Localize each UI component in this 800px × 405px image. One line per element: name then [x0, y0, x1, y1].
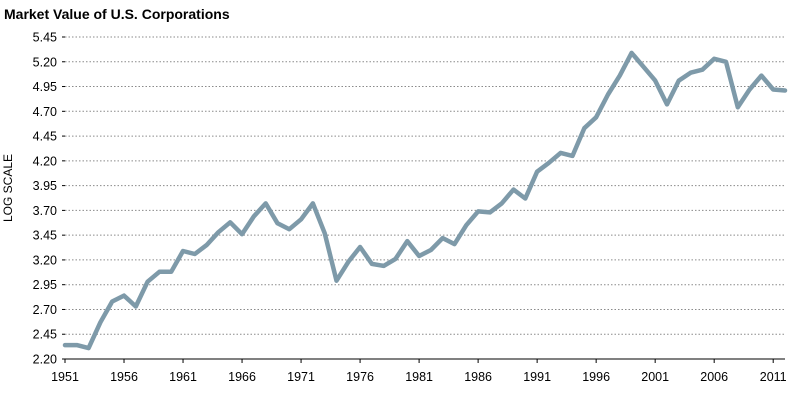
y-tick-label: 4.70: [33, 105, 57, 119]
series-line: [62, 50, 788, 351]
x-tick-label: 1971: [287, 370, 315, 384]
x-tick-label: 1966: [228, 370, 256, 384]
axes: [62, 36, 785, 363]
x-tick-label: 1951: [51, 370, 79, 384]
y-tick-label: 5.20: [33, 55, 57, 69]
y-tick-label: 2.45: [33, 328, 57, 342]
x-tick-label: 1981: [405, 370, 433, 384]
y-tick-label: 3.20: [33, 253, 57, 267]
y-tick-label: 5.45: [33, 31, 57, 45]
x-tick-label: 1996: [582, 370, 610, 384]
y-tick-label: 2.95: [33, 278, 57, 292]
y-axis-label: LOG SCALE: [1, 154, 15, 222]
y-tick-label: 4.20: [33, 154, 57, 168]
x-tick-label: 2001: [641, 370, 669, 384]
x-tick-label: 1961: [169, 370, 197, 384]
y-tick-label: 3.70: [33, 204, 57, 218]
y-tick-label: 4.95: [33, 80, 57, 94]
x-tick-labels: 1951 1956 1961 1966 1971 1976 1981 1986 1991 1996…: [51, 370, 787, 384]
x-tick-label: 1991: [523, 370, 551, 384]
y-tick-label: 3.45: [33, 229, 57, 243]
y-tick-labels: 2.20 2.45 2.70 2.95 3.20 3.45 3.70 3.95 4.20 4.45…: [33, 31, 57, 367]
x-tick-label: 2006: [700, 370, 728, 384]
y-tick-label: 2.20: [33, 353, 57, 367]
y-tick-label: 4.45: [33, 130, 57, 144]
x-tick-label: 1986: [464, 370, 492, 384]
series: [62, 50, 788, 351]
y-tick-label: 3.95: [33, 179, 57, 193]
x-tick-label: 1976: [346, 370, 374, 384]
gridlines: [65, 36, 785, 335]
x-tick-label: 1956: [110, 370, 138, 384]
y-tick-label: 2.70: [33, 303, 57, 317]
x-tick-label: 2011: [760, 370, 787, 384]
chart-title: Market Value of U.S. Corporations: [4, 6, 230, 22]
